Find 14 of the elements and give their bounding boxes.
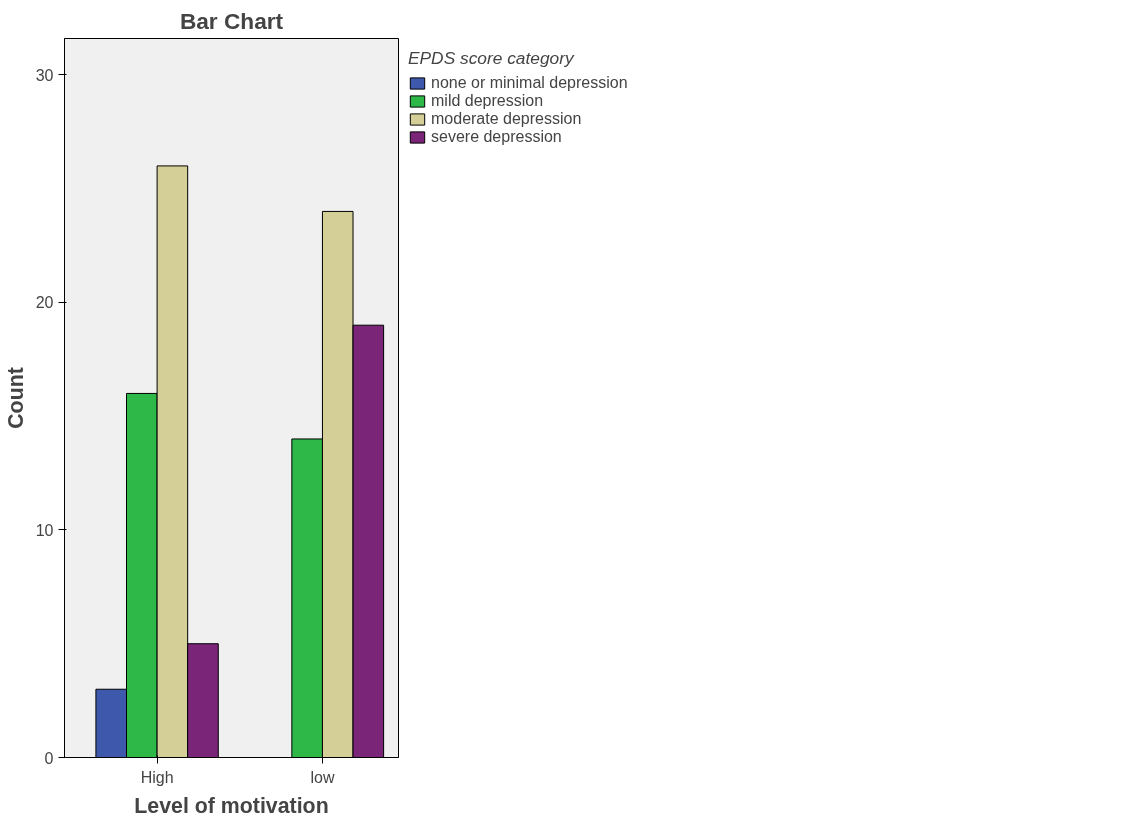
- y-tick-label: 10: [35, 521, 54, 539]
- y-tick-label: 20: [35, 294, 54, 312]
- legend-label: moderate depression: [431, 110, 582, 128]
- x-tick-label: High: [140, 768, 174, 786]
- x-axis-title: Level of motivation: [134, 793, 329, 818]
- legend-label: severe depression: [431, 128, 562, 146]
- y-tick-label: 30: [35, 66, 54, 84]
- legend-label: mild depression: [431, 92, 544, 110]
- y-tick-label: 0: [44, 749, 54, 767]
- y-axis-title: Count: [3, 367, 28, 429]
- chart-title: Bar Chart: [179, 7, 284, 34]
- legend-title: EPDS score category: [408, 48, 576, 69]
- x-tick-label: low: [310, 768, 335, 786]
- legend-label: none or minimal depression: [431, 74, 628, 92]
